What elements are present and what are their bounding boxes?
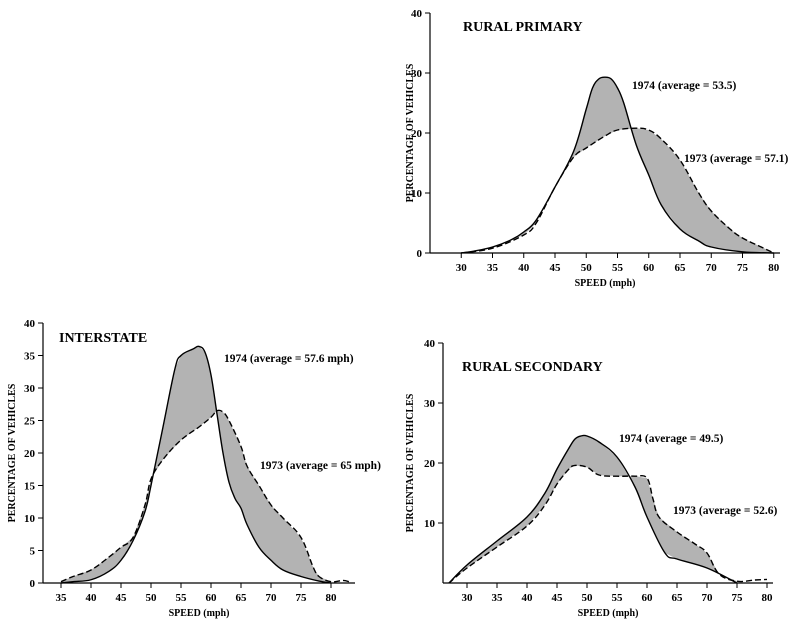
interstate-x-tick-label: 50 <box>146 592 158 604</box>
rural-secondary-series-1973 <box>448 464 768 584</box>
rural-primary-title: RURAL PRIMARY <box>463 20 583 35</box>
interstate-x-tick-label: 55 <box>176 592 188 604</box>
interstate-y-tick-label: 35 <box>24 351 36 363</box>
rural-secondary-x-tick-label: 45 <box>552 592 564 604</box>
rural-primary-x-tick-label: 30 <box>456 262 468 274</box>
interstate-x-tick-label: 40 <box>86 592 98 604</box>
rural-primary-y-tick-label: 10 <box>411 188 423 200</box>
rural-primary-x-tick-label: 40 <box>518 262 530 274</box>
interstate-x-tick-label: 80 <box>326 592 338 604</box>
rural-primary-x-tick-label: 35 <box>487 262 499 274</box>
rural-primary-x-tick-label: 65 <box>675 262 687 274</box>
rural-secondary-x-tick-label: 35 <box>492 592 504 604</box>
rural-secondary-x-tick-label: 70 <box>702 592 714 604</box>
rural-secondary-difference-band <box>449 436 737 583</box>
rural-secondary-x-axis-label: SPEED (mph) <box>578 608 639 619</box>
rural-secondary-y-tick-label: 40 <box>424 338 436 350</box>
interstate-y-tick-label: 20 <box>24 448 36 460</box>
rural-primary-series-1974 <box>461 76 774 254</box>
rural-primary-difference-band <box>461 77 774 254</box>
interstate-y-tick-label: 40 <box>24 318 36 330</box>
rural-primary-y-axis-label: PERCENTAGE OF VEHICLES <box>405 63 416 202</box>
rural-primary-series-1973 <box>461 127 775 254</box>
interstate-x-tick-label: 70 <box>266 592 278 604</box>
interstate-y-tick-label: 5 <box>30 546 36 558</box>
rural-primary-annotation-1974: 1974 (average = 53.5) <box>632 80 736 92</box>
rural-primary-y-tick-label: 0 <box>417 248 423 260</box>
rural-primary-y-tick-label: 40 <box>411 8 423 20</box>
interstate-x-tick-label: 75 <box>296 592 308 604</box>
rural-primary-y-tick-label: 30 <box>411 68 423 80</box>
rural-primary-x-tick-label: 50 <box>581 262 593 274</box>
interstate-x-tick-label: 45 <box>116 592 128 604</box>
interstate-y-tick-label: 15 <box>24 481 36 493</box>
interstate-chart: 0 5 10 15 20 25 30 35 40 35 40 45 50 55 60 65 70 75 80 INTE… <box>7 318 381 619</box>
rural-primary-x-tick-label: 45 <box>550 262 562 274</box>
rural-primary-x-tick-label: 70 <box>706 262 718 274</box>
interstate-annotation-1973: 1973 (average = 65 mph) <box>260 460 381 472</box>
rural-primary-annotation-1973: 1973 (average = 57.1) <box>684 153 788 165</box>
interstate-difference-band <box>61 346 331 583</box>
rural-primary-x-axis-label: SPEED (mph) <box>575 278 636 289</box>
rural-primary-y-tick-label: 20 <box>411 128 423 140</box>
rural-secondary-x-tick-label: 30 <box>462 592 474 604</box>
rural-secondary-annotation-1974: 1974 (average = 49.5) <box>619 433 723 445</box>
interstate-x-axis-label: SPEED (mph) <box>169 608 230 619</box>
interstate-x-tick-label: 35 <box>56 592 68 604</box>
rural-secondary-annotation-1973: 1973 (average = 52.6) <box>673 505 777 517</box>
rural-primary-chart: 0 10 20 30 40 30 35 40 45 50 55 60 65 70 75 80 RURAL PRI… <box>405 8 788 289</box>
rural-secondary-x-tick-label: 40 <box>522 592 534 604</box>
rural-secondary-title: RURAL SECONDARY <box>462 360 603 375</box>
rural-primary-x-tick-label: 60 <box>643 262 655 274</box>
interstate-y-tick-label: 25 <box>24 416 36 428</box>
rural-secondary-series-1974 <box>448 434 738 584</box>
rural-primary-x-tick-label: 80 <box>768 262 780 274</box>
rural-secondary-x-tick-label: 65 <box>672 592 684 604</box>
interstate-annotation-1974: 1974 (average = 57.6 mph) <box>224 353 354 365</box>
rural-secondary-y-tick-label: 20 <box>424 458 436 470</box>
interstate-y-tick-label: 30 <box>24 383 36 395</box>
interstate-y-tick-label: 10 <box>24 513 36 525</box>
rural-secondary-y-tick-label: 10 <box>424 518 436 530</box>
interstate-y-tick-label: 0 <box>30 578 36 590</box>
interstate-series-1973 <box>60 409 350 583</box>
rural-secondary-chart: 10 20 30 40 30 35 40 45 50 55 60 65 70 75 80 RURAL SECO… <box>405 338 777 619</box>
interstate-x-tick-label: 65 <box>236 592 248 604</box>
rural-secondary-x-tick-label: 60 <box>642 592 654 604</box>
rural-secondary-y-axis-label: PERCENTAGE OF VEHICLES <box>405 393 416 532</box>
rural-secondary-x-tick-label: 80 <box>762 592 774 604</box>
rural-primary-x-tick-label: 55 <box>612 262 624 274</box>
interstate-series-1974 <box>60 345 332 584</box>
rural-secondary-y-tick-label: 30 <box>424 398 436 410</box>
rural-secondary-x-tick-label: 55 <box>612 592 624 604</box>
interstate-title: INTERSTATE <box>59 331 147 346</box>
rural-secondary-x-tick-label: 50 <box>582 592 594 604</box>
interstate-y-axis-label: PERCENTAGE OF VEHICLES <box>7 383 18 522</box>
rural-primary-x-tick-label: 75 <box>737 262 749 274</box>
interstate-x-tick-label: 60 <box>206 592 218 604</box>
rural-secondary-x-tick-label: 75 <box>732 592 744 604</box>
